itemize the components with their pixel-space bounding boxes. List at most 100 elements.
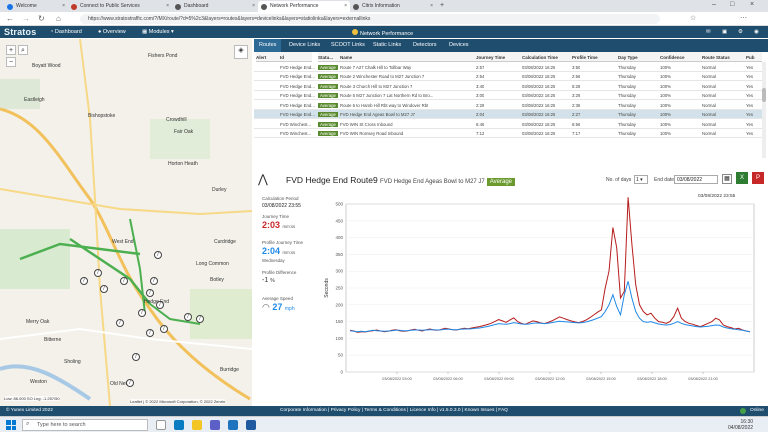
chart-svg: 0 50 100 150 200 250 300 350 400 450 500 Seconds 03/… <box>324 197 755 381</box>
table-cell: Thursday <box>618 112 636 117</box>
edge-icon[interactable] <box>174 420 184 430</box>
browser-tab-active[interactable]: Network Performance × <box>258 1 350 12</box>
column-header[interactable]: Statu... <box>318 52 340 62</box>
column-header[interactable]: Alert <box>256 52 280 62</box>
outlook-icon[interactable] <box>246 420 256 430</box>
user-icon[interactable]: ◉ <box>754 29 759 35</box>
back-icon[interactable]: ← <box>6 14 14 23</box>
table-cell: 100% <box>660 93 671 98</box>
close-icon[interactable]: × <box>166 3 169 9</box>
end-date-input[interactable]: 03/08/2022 <box>674 175 718 184</box>
table-row[interactable]: FVD Winchest... Average FVD WIN Romsey Roa… <box>254 129 762 138</box>
close-icon[interactable]: × <box>344 3 347 9</box>
link-marker-icon[interactable]: / <box>184 313 192 321</box>
nav-dashboard[interactable]: ◔ Dashboard <box>50 29 82 35</box>
link-marker-icon[interactable]: / <box>154 251 162 259</box>
tab-routes[interactable]: Routes <box>254 39 282 52</box>
teams-icon[interactable] <box>210 420 220 430</box>
nav-modules[interactable]: ▦ Modules ▾ <box>142 29 174 35</box>
browser-tab[interactable]: Connect to Public Services × <box>68 1 172 12</box>
column-header[interactable]: Day Type <box>618 52 660 62</box>
maximize-icon[interactable]: □ <box>730 1 735 8</box>
x-tick-label: 03/08/2022 06:00 <box>433 377 463 381</box>
excel-export-icon[interactable]: X <box>736 172 748 184</box>
column-header[interactable]: Name <box>340 52 476 62</box>
link-marker-icon[interactable]: / <box>100 285 108 293</box>
menu-icon[interactable]: ⋯ <box>740 15 747 22</box>
link-marker-icon[interactable]: / <box>146 289 154 297</box>
mail-icon[interactable]: ✉ <box>706 29 711 35</box>
close-icon[interactable]: × <box>430 3 433 9</box>
table-cell: 7:17 <box>572 131 581 136</box>
table-cell: 6:56 <box>572 121 581 127</box>
nav-overview[interactable]: ● Overview <box>98 29 126 35</box>
link-marker-icon[interactable]: / <box>126 379 134 387</box>
browser-tab[interactable]: Dashboard × <box>172 1 258 12</box>
link-marker-icon[interactable]: / <box>160 325 168 333</box>
tab-device-links[interactable]: Device Links <box>289 42 321 48</box>
table-row[interactable]: FVD Hedge End... Average Route 2 Wincheste… <box>254 72 762 81</box>
windows-start-icon[interactable] <box>6 420 16 430</box>
tab-static-links[interactable]: Static Links <box>373 42 402 48</box>
column-header[interactable]: Confidence <box>660 52 702 62</box>
minimize-icon[interactable]: – <box>712 1 716 8</box>
file-explorer-icon[interactable] <box>192 420 202 430</box>
link-marker-icon[interactable]: / <box>120 277 128 285</box>
link-marker-icon[interactable]: / <box>132 353 140 361</box>
link-marker-icon[interactable]: / <box>94 269 102 277</box>
column-header[interactable]: Id <box>280 52 312 62</box>
table-row[interactable]: FVD Hedge End... Average Route 3 Church Hi… <box>254 81 762 91</box>
map-panel[interactable]: Fishers Pond Boyatt Wood Eastleigh Bisho… <box>0 39 252 406</box>
y-tick-label: 300 <box>335 269 343 274</box>
map-label: Eastleigh <box>24 97 45 103</box>
column-header[interactable]: Profile Time <box>572 52 618 62</box>
layers-icon[interactable]: ◈ <box>234 45 248 59</box>
tab-detectors[interactable]: Detectors <box>413 42 437 48</box>
link-marker-icon[interactable]: / <box>156 301 164 309</box>
citrix-icon[interactable] <box>228 420 238 430</box>
close-icon[interactable]: × <box>62 3 65 9</box>
pdf-export-icon[interactable]: P <box>752 172 764 184</box>
notifications-icon[interactable]: ▣ <box>722 29 728 35</box>
footer-links[interactable]: Corporate Information | Privacy Policy |… <box>280 408 508 413</box>
table-scrollbar[interactable] <box>762 62 766 158</box>
link-marker-icon[interactable]: / <box>80 277 88 285</box>
table-row[interactable]: FVD Hedge End... Average Route 6 to Hamb H… <box>254 100 762 110</box>
close-icon[interactable]: × <box>252 3 255 9</box>
task-view-icon[interactable] <box>156 420 166 430</box>
calendar-icon[interactable]: ▦ <box>722 174 732 184</box>
browser-tab[interactable]: Welcome × <box>4 1 68 12</box>
link-marker-icon[interactable]: / <box>150 277 158 285</box>
url-field[interactable]: https://www.stratostraffic.com/?/MX/rout… <box>80 14 660 24</box>
table-cell: Average <box>318 74 338 79</box>
tab-scoot-links[interactable]: SCOOT Links <box>331 42 365 48</box>
link-marker-icon[interactable]: / <box>138 309 146 317</box>
reload-icon[interactable]: ↻ <box>38 14 45 23</box>
map-search-icon[interactable]: ⌕ <box>18 45 28 55</box>
window-close-icon[interactable]: × <box>750 1 755 8</box>
column-header[interactable]: Route Status <box>702 52 746 62</box>
home-icon[interactable]: ⌂ <box>56 14 61 23</box>
zoom-in-button[interactable]: + <box>6 45 16 55</box>
settings-icon[interactable]: ⚙ <box>738 29 743 35</box>
link-marker-icon[interactable]: / <box>116 319 124 327</box>
taskbar-search-input[interactable]: Type here to search <box>22 419 148 431</box>
table-row[interactable]: FVD Winchest... Average FVD WIN St Cross I… <box>254 119 762 129</box>
tab-devices[interactable]: Devices <box>449 42 469 48</box>
browser-tab[interactable]: Citrix Information × <box>350 1 436 12</box>
link-marker-icon[interactable]: / <box>146 329 154 337</box>
column-header[interactable]: Calculation Time <box>522 52 572 62</box>
table-row[interactable]: FVD Hedge End... Average FVD Hedge End Age… <box>254 109 762 119</box>
column-header[interactable]: Journey Time <box>476 52 522 62</box>
table-row[interactable]: FVD Hedge End... Average Route 5 M27 Junct… <box>254 91 762 100</box>
table-cell: Yes <box>746 64 754 70</box>
column-header[interactable]: Pub <box>746 52 762 62</box>
table-row[interactable]: FVD Hedge End... Average Route 7 A27 Chalk… <box>254 62 762 72</box>
zoom-out-button[interactable]: − <box>6 57 16 67</box>
profile-time-value: 2:04 mm:ss <box>262 246 296 256</box>
days-select[interactable]: 1 ▾ <box>634 175 648 184</box>
extensions-icon[interactable]: ☆ <box>690 15 697 22</box>
new-tab-icon[interactable]: + <box>440 2 445 9</box>
link-marker-icon[interactable]: / <box>196 315 204 323</box>
forward-icon[interactable]: → <box>22 14 30 23</box>
